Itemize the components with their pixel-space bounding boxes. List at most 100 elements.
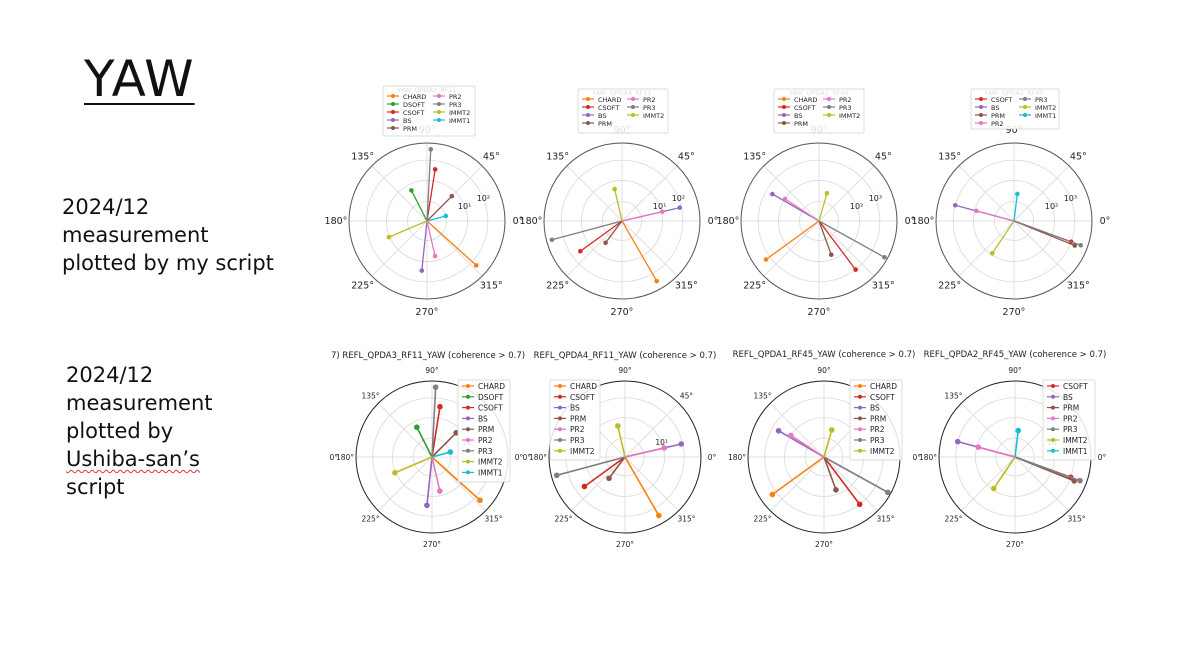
legend-swatch-marker [631,113,635,117]
series-line-immt1 [1014,430,1020,458]
legend-swatch-marker [631,97,635,101]
legend-swatch-marker [391,110,395,114]
polar-chart-3: 0°45°90°135°180°225°270°315°10²10³YAW_QP… [717,88,916,318]
legend-swatch-marker [827,105,831,109]
angle-tick-label: 0° [905,216,916,227]
legend-entry-bs: BS [794,112,802,120]
legend-entry-prm: PRM [1063,404,1079,413]
legend-entry-bs: BS [870,404,880,413]
legend-swatch-marker [466,459,470,464]
angle-tick-label: 270° [616,540,634,549]
angle-tick-label: 45° [875,152,892,163]
legend-entry-bs: BS [570,404,580,413]
legend-swatch-marker [466,438,470,442]
series-line-chard [621,220,658,282]
series-marker-immt2 [989,251,995,256]
angle-tick-label: 270° [1006,540,1024,549]
top-row-label-line: measurement [62,223,209,247]
angle-tick-label: 225° [938,280,961,291]
legend-entry-pr2: PR2 [570,425,585,434]
series-marker-csoft [853,267,858,272]
legend-swatch-marker [858,427,862,432]
angle-tick-label: 0° [1098,453,1107,462]
series-marker-immt2 [386,234,392,240]
series-marker-chard [473,263,479,268]
angle-tick-label: 315° [675,280,698,291]
series-marker-pr2 [437,488,443,494]
angle-tick-label: 135° [743,152,766,163]
radial-tick-label: 10² [672,194,685,203]
series-marker-bs [677,205,683,210]
legend-swatch-marker [586,121,590,125]
legend-swatch-marker [437,94,441,98]
grid-spoke [960,456,1016,512]
legend-entry-immt2: IMMT2 [839,112,860,120]
grid-spoke [763,220,820,277]
legend-entry-pr2: PR2 [839,96,852,104]
legend-entry-bs: BS [1063,393,1073,402]
legend-swatch-marker [391,126,395,130]
series-marker-immt2 [392,469,398,476]
series-marker-pr2 [975,444,982,450]
series-line-csoft [431,406,441,458]
legend-swatch-marker [466,394,470,399]
series-line-prm [426,195,453,222]
series-line-csoft [583,456,626,488]
legend-swatch-marker [466,384,470,388]
series-marker-prm [1072,243,1078,248]
series-marker-pr2 [788,432,794,439]
radial-tick-label: 10² [850,202,863,211]
legend-entry-pr3: PR3 [870,436,885,445]
legend-entry-pr3: PR3 [478,447,493,456]
series-line-immt2 [991,220,1015,254]
legend-entry-immt2: IMMT2 [478,458,503,467]
series-marker-prm [606,475,612,482]
grid-spoke [958,220,1015,277]
angle-tick-label: 270° [815,540,833,549]
series-marker-prm [828,252,834,258]
grid-spoke [566,220,623,277]
series-line-pr2 [624,447,665,458]
series-marker-dsoft [409,188,414,193]
angle-tick-label: 225° [351,280,374,291]
angle-tick-label: 225° [361,515,379,524]
angle-tick-label: 180° [529,453,547,462]
series-line-chard [765,220,820,261]
series-marker-pr2 [659,209,665,215]
top-row-label-line: 2024/12 [62,195,150,219]
series-line-prm [431,432,457,458]
legend-swatch-marker [979,105,983,109]
legend-box [970,88,1060,130]
legend-swatch-marker [558,416,562,421]
legend-entry-chard: CHARD [478,382,505,391]
legend-swatch-marker [858,394,862,399]
legend-swatch-marker [858,416,862,421]
series-line-pr3 [556,456,626,477]
legend-entry-chard: CHARD [870,382,897,391]
angle-tick-label: 180° [336,453,354,462]
polar-chart-6: 0° 45° 90° 180° 225° 270° 315° 0° 10¹ REFL_QPDA4_… [522,351,716,549]
radial-tick-label: 10³ [1064,194,1077,203]
polar-chart-2: 0°45°90°135°180°225°270°315°10¹10²YAW_QP… [520,88,719,318]
legend-entry-bs: BS [598,112,606,120]
series-marker-pr3 [432,384,439,390]
legend-swatch-marker [1051,416,1055,421]
grid-spoke [570,456,626,512]
legend-entry-pr3: PR3 [1063,425,1078,434]
angle-tick-label: 225° [753,515,771,524]
legend-entry-prm: PRM [478,425,494,434]
series-marker-csoft [432,167,438,172]
series-marker-bs [424,502,430,509]
legend-entry-csoft: CSOFT [794,104,815,112]
angle-tick-label: 0° [708,216,719,227]
top-row-label: 2024/12 measurement plotted by my script [62,193,274,277]
angle-tick-label: 315° [876,515,894,524]
series-marker-pr3 [1077,477,1083,484]
grid-spoke [763,165,820,222]
legend-entry-prm: PRM [991,112,1005,120]
legend-entry-prm: PRM [570,414,586,423]
legend-swatch-marker [858,448,862,453]
legend-swatch-marker [558,384,562,388]
legend-entry-prm: PRM [403,125,417,133]
